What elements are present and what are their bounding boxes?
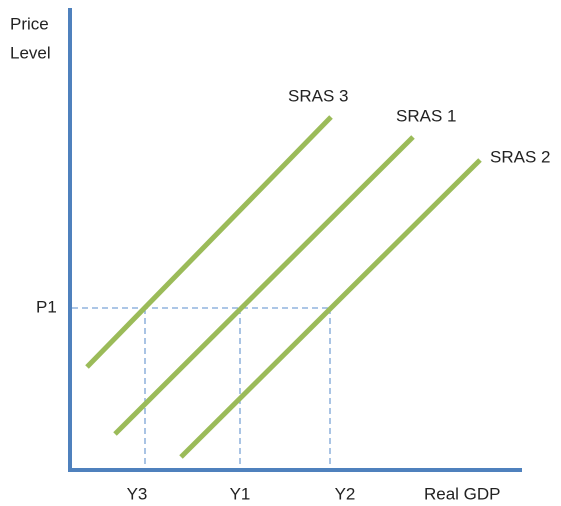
output-label: Y2	[335, 484, 356, 503]
y-axis-label: Level	[10, 43, 51, 62]
curve-label: SRAS 2	[490, 147, 550, 166]
y-axis-label: Price	[10, 14, 49, 33]
output-label: Y3	[127, 484, 148, 503]
curve-label: SRAS 1	[396, 106, 456, 125]
sras-curve	[113, 135, 415, 436]
sras-curve	[85, 115, 333, 369]
price-label: P1	[36, 297, 57, 316]
curve-label: SRAS 3	[288, 86, 348, 105]
x-axis-label: Real GDP	[424, 484, 501, 503]
output-label: Y1	[230, 484, 251, 503]
sras-curve	[179, 158, 482, 459]
